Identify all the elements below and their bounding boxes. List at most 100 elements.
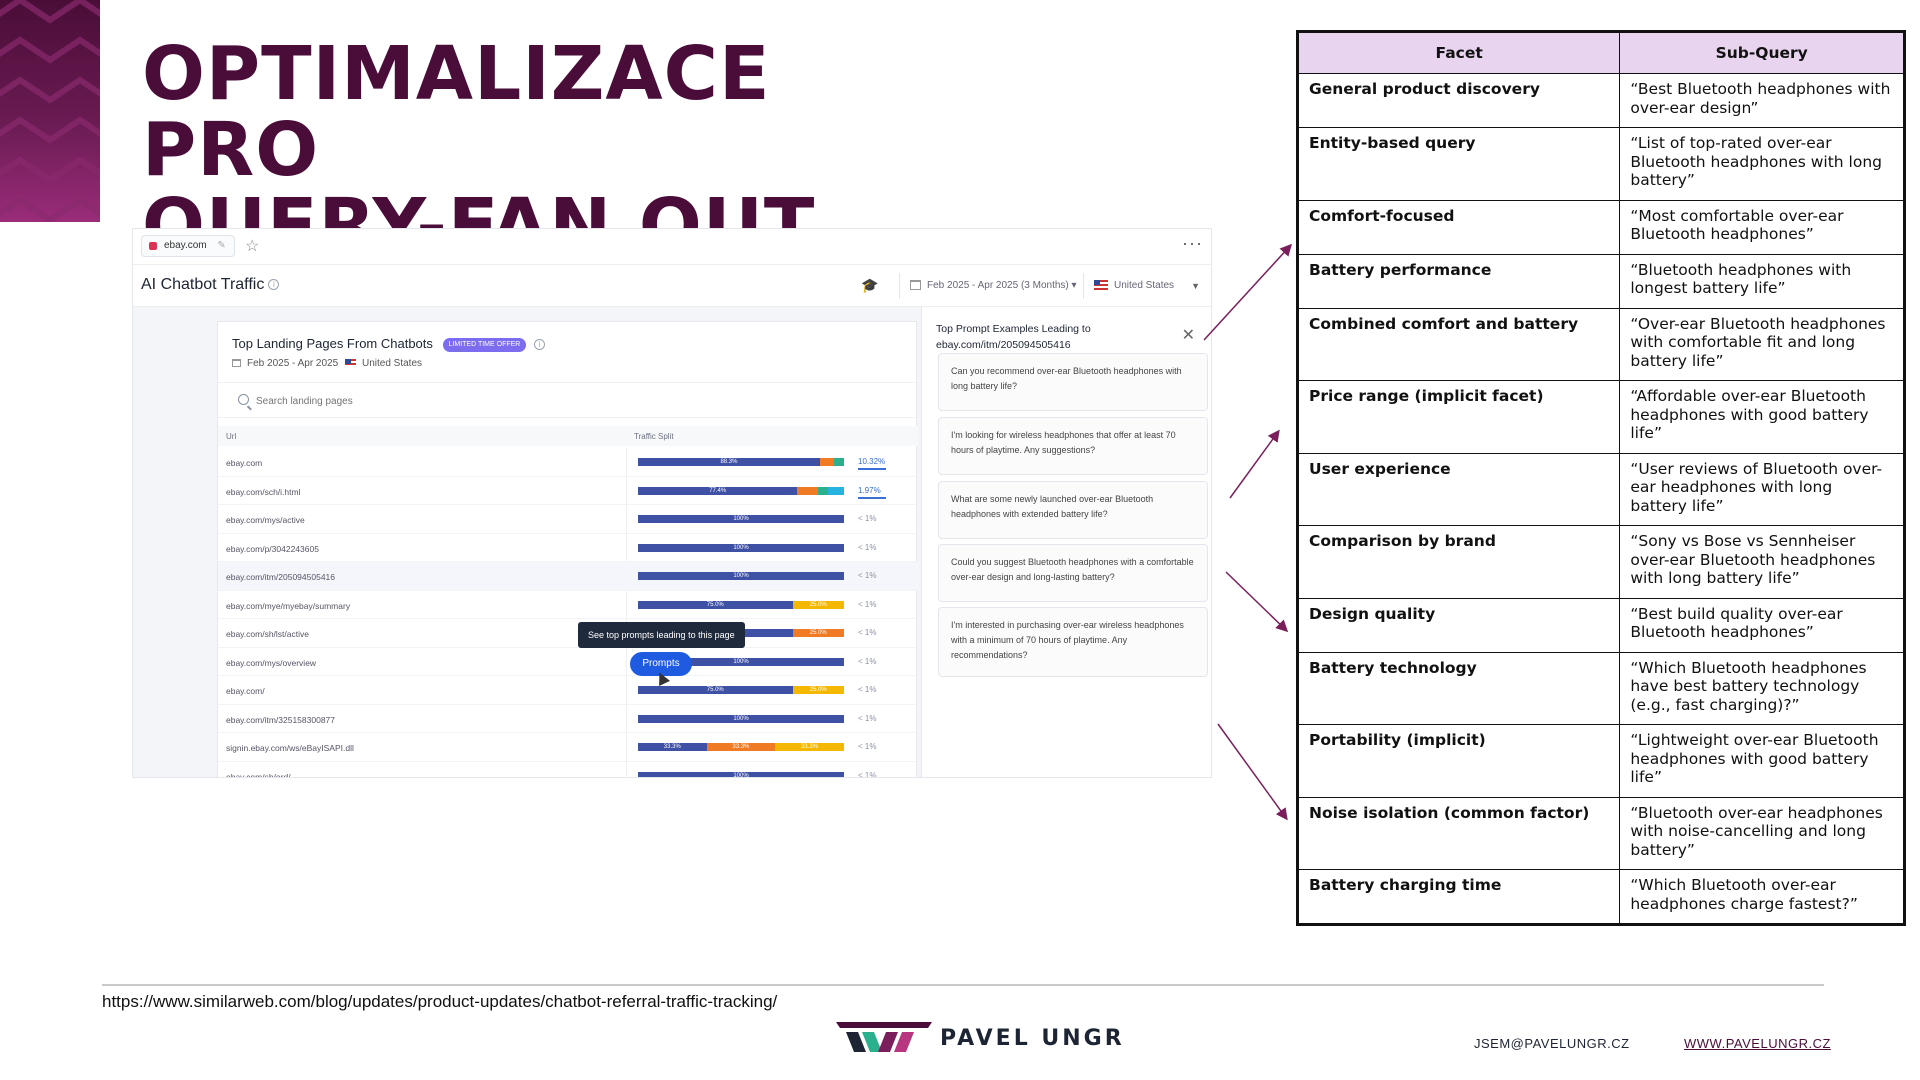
website-link[interactable]: WWW.PAVELUNGR.CZ [1684, 1036, 1831, 1051]
table-row[interactable]: ebay.com/mys/active 100% < 1% [218, 505, 918, 534]
source-url[interactable]: https://www.similarweb.com/blog/updates/… [102, 992, 778, 1011]
traffic-split-bar: 33.3% 33.3% 33.3% [638, 743, 844, 751]
traffic-share: < 1% [858, 599, 877, 609]
prompt-card[interactable]: I'm interested in purchasing over-ear wi… [938, 607, 1208, 677]
traffic-split-bar: 100% [638, 515, 844, 523]
facet-cell: Price range (implicit facet) [1296, 380, 1621, 454]
facet-cell: Battery performance [1296, 253, 1621, 309]
table-row[interactable]: ebay.com/75.0% 25.0% < 1% [218, 676, 918, 705]
table-row: Comparison by brand “Sony vs Bose vs Senn… [1296, 525, 1905, 599]
table-row[interactable]: ebay.com/itm/325158300877 100% < 1% [218, 705, 918, 733]
prompt-card[interactable]: Can you recommend over-ear Bluetooth hea… [938, 353, 1208, 411]
row-url[interactable]: signin.ebay.com/ws/eBayISAPI.dll [226, 743, 354, 753]
table-row[interactable]: ebay.com/sch/i.html 77.4% 1.97% [218, 477, 918, 505]
prompts-button[interactable]: Prompts [630, 652, 692, 676]
facet-cell: Portability (implicit) [1296, 724, 1621, 798]
date-range-filter[interactable]: Feb 2025 - Apr 2025 (3 Months) ▾ [899, 273, 1079, 299]
limited-offer-badge[interactable]: LIMITED TIME OFFER [442, 337, 527, 352]
header-facet: Facet [1296, 31, 1621, 74]
bar-segment [819, 458, 835, 466]
traffic-share: < 1% [858, 571, 877, 580]
table-row[interactable]: ebay.com/itm/205094505416 100% < 1% [218, 562, 918, 591]
prompt-card[interactable]: Could you suggest Bluetooth headphones w… [938, 544, 1208, 602]
traffic-split-bar: 100% [638, 572, 844, 580]
row-url[interactable]: ebay.com/itm/325158300877 [226, 714, 336, 725]
arrow-1 [1203, 243, 1293, 341]
facet-table-body: General product discovery “Best Bluetooth… [1296, 73, 1905, 925]
row-url[interactable]: ebay.com [226, 458, 263, 468]
site-chip[interactable]: ebay.com ✎ [141, 235, 235, 257]
table-row: Portability (implicit) “Lightweight over-… [1296, 724, 1905, 798]
sub-query-cell: “Most comfortable over-ear Bluetooth hea… [1619, 199, 1905, 255]
info-icon[interactable]: i [533, 339, 545, 351]
table-row: Battery technology “Which Bluetooth headp… [1296, 651, 1905, 725]
facet-cell: Design quality [1296, 597, 1621, 653]
facet-cell: Comparison by brand [1296, 525, 1621, 599]
row-url[interactable]: ebay.com/sch/i.html [226, 486, 301, 497]
table-row[interactable]: ebay.com/p/3042243605 100% < 1% [218, 534, 918, 562]
us-flag-icon [344, 359, 356, 368]
row-url[interactable]: ebay.com/mys/active [226, 515, 305, 525]
graduation-cap-icon[interactable]: 🎓 [861, 277, 879, 293]
bar-segment: 100% [638, 572, 844, 580]
column-header-url[interactable]: Url [226, 432, 237, 441]
row-url[interactable]: ebay.com/sh/ord/ [226, 771, 291, 778]
sub-query-cell: “Best build quality over-ear Bluetooth h… [1619, 597, 1905, 653]
row-url[interactable]: ebay.com/mye/myebay/summary [226, 600, 351, 611]
table-row: Price range (implicit facet) “Affordable … [1296, 380, 1905, 454]
sub-query-cell: “Best Bluetooth headphones with over-ear… [1619, 73, 1905, 128]
table-row[interactable]: ebay.com/sh/ord/100% < 1% [218, 762, 918, 778]
bar-segment [834, 458, 844, 466]
sub-query-cell: “Sony vs Bose vs Sennheiser over-ear Blu… [1619, 525, 1905, 599]
bar-segment: 75.0% [638, 686, 793, 694]
row-url[interactable]: ebay.com/mys/overview [226, 657, 317, 668]
prompts-tooltip: See top prompts leading to this page [578, 622, 745, 648]
page-title-text: AI Chatbot Traffic [141, 276, 265, 293]
traffic-split-bar: 77.4% [638, 486, 844, 495]
traffic-share: < 1% [858, 514, 877, 523]
table-row[interactable]: ebay.com 88.3% 10.32% [218, 448, 918, 477]
star-icon[interactable]: ☆ [245, 238, 260, 255]
date-range-label: Feb 2025 - Apr 2025 (3 Months) [927, 280, 1069, 291]
panel-title: Top Prompt Examples Leading to ebay.com/… [936, 323, 1091, 351]
facet-subquery-table: Facet Sub-Query General product discover… [1296, 30, 1906, 926]
more-options-icon[interactable]: ··· [1182, 233, 1203, 253]
table-header-row: Facet Sub-Query [1296, 31, 1905, 74]
prompt-card[interactable]: What are some newly launched over-ear Bl… [938, 481, 1208, 539]
bar-segment: 75.0% [638, 600, 793, 609]
table-row: User experience “User reviews of Bluetoot… [1296, 452, 1905, 526]
table-row[interactable]: ebay.com/mys/overview 100% < 1% [218, 648, 918, 676]
row-url[interactable]: ebay.com/p/3042243605 [226, 543, 319, 554]
arrow-4 [1217, 723, 1288, 821]
column-header-traffic-split[interactable]: Traffic Split [634, 432, 674, 441]
table-row: Battery performance “Bluetooth headphones… [1296, 253, 1905, 309]
bar-segment: 100% [638, 657, 844, 666]
email-link[interactable]: JSEM@PAVELUNGR.CZ [1474, 1036, 1630, 1051]
landing-pages-card: Top Landing Pages From Chatbots LIMITED … [217, 321, 918, 778]
edit-pencil-icon[interactable]: ✎ [217, 240, 226, 251]
info-icon[interactable]: i [268, 279, 280, 291]
prompt-card[interactable]: I'm looking for wireless headphones that… [938, 417, 1208, 475]
facet-cell: Battery charging time [1296, 869, 1621, 925]
facet-cell: Combined comfort and battery [1296, 307, 1621, 381]
traffic-share: 10.32% [858, 457, 886, 466]
bar-segment: 100% [638, 771, 844, 777]
traffic-split-bar: 100% [638, 657, 844, 666]
row-url[interactable]: ebay.com/sh/lst/active [226, 629, 309, 639]
search-row [218, 382, 918, 418]
bar-segment: 33.3% [638, 743, 707, 751]
table-row: Comfort-focused “Most comfortable over-ea… [1296, 199, 1905, 255]
table-row[interactable]: signin.ebay.com/ws/eBayISAPI.dll 33.3% 33.… [218, 733, 918, 762]
country-label: United States [1114, 280, 1175, 291]
row-url[interactable]: ebay.com/ [226, 686, 265, 696]
search-landing-pages-input[interactable] [256, 391, 556, 411]
screenshot-toolbar: ebay.com ✎ ☆ ··· [133, 229, 1211, 265]
country-filter[interactable]: United States ▼ [1083, 273, 1208, 299]
row-url[interactable]: ebay.com/itm/205094505416 [226, 572, 336, 582]
table-row: General product discovery “Best Bluetooth… [1296, 73, 1905, 128]
card-date: Feb 2025 - Apr 2025 [247, 358, 339, 369]
traffic-share: < 1% [858, 742, 877, 751]
close-icon[interactable]: ✕ [1181, 327, 1195, 344]
table-row[interactable]: ebay.com/mye/myebay/summary 75.0% 25.0% < 1… [218, 591, 918, 619]
search-icon [238, 394, 249, 405]
